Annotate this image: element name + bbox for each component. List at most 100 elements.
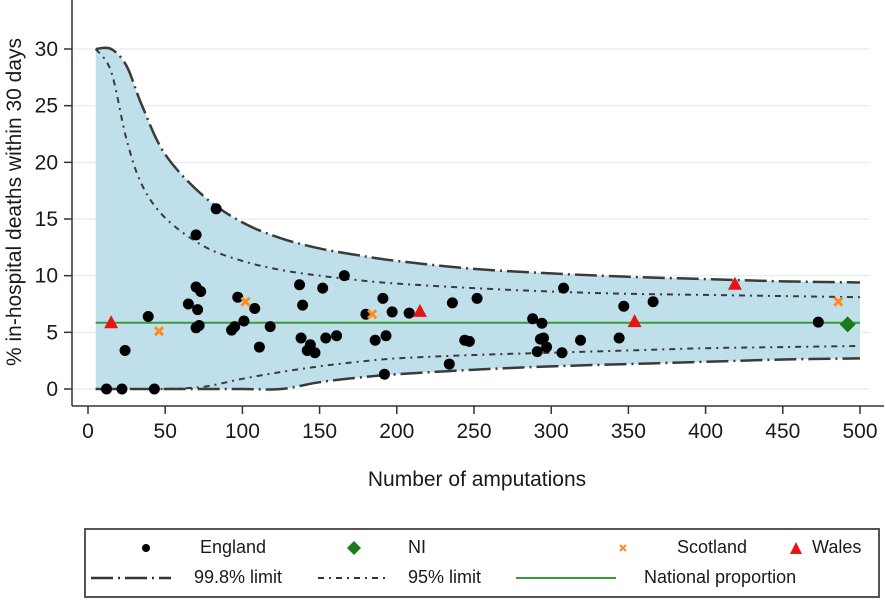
- upper-95-limit-line: [94, 48, 861, 299]
- legend-item-998-limit: 99.8% limit: [90, 567, 282, 588]
- point-england: [320, 332, 332, 344]
- point-england: [101, 383, 113, 395]
- point-england: [556, 347, 568, 359]
- diamond-marker-icon: [314, 538, 394, 558]
- funnel-plot: 0 50 100 150 200 250 300 350 400 450 500 0 5 10 15 20 2…: [3, 0, 884, 491]
- point-england: [295, 332, 307, 344]
- point-england: [249, 303, 261, 315]
- solid-line-icon: [516, 568, 616, 588]
- point-england: [463, 335, 475, 347]
- point-england: [446, 297, 458, 309]
- point-england: [536, 317, 548, 329]
- x-tick-label: 350: [611, 420, 646, 443]
- point-england: [192, 304, 204, 316]
- triangle-marker-icon: [786, 538, 806, 558]
- x-tick-label: 250: [456, 420, 491, 443]
- y-tick-label: 15: [35, 208, 58, 231]
- legend-label: Wales: [812, 537, 862, 557]
- point-england: [575, 334, 587, 346]
- x-tick-label: 50: [154, 420, 177, 443]
- point-england: [377, 292, 389, 304]
- legend-label: National proportion: [644, 567, 797, 587]
- y-tick-label: 20: [35, 151, 58, 174]
- data-points: [101, 203, 856, 395]
- lower-95-limit-line: [95, 344, 861, 391]
- y-tick-label: 30: [35, 38, 58, 61]
- point-england: [338, 270, 350, 282]
- legend-item-national-proportion: National proportion: [516, 567, 796, 588]
- legend-item-95-limit: 95% limit: [314, 567, 481, 588]
- point-england: [317, 282, 329, 294]
- point-scotland: [153, 326, 165, 337]
- point-england: [142, 310, 154, 322]
- upper-998-limit-line: [95, 46, 861, 284]
- x-tick-label: 450: [765, 420, 800, 443]
- x-axis-ticks: 0 50 100 150 200 250 300 350 400 450 500: [82, 406, 878, 443]
- point-england: [195, 286, 207, 298]
- point-england: [182, 298, 194, 310]
- point-england: [378, 368, 390, 380]
- point-wales: [627, 314, 642, 328]
- point-england: [380, 330, 392, 342]
- point-england: [232, 291, 244, 303]
- y-axis-ticks: 0 5 10 15 20 25 30: [35, 38, 72, 401]
- y-tick-label: 0: [46, 378, 58, 401]
- point-england: [531, 346, 543, 358]
- point-england: [537, 332, 549, 344]
- point-england: [613, 332, 625, 344]
- point-england: [238, 315, 250, 327]
- point-england: [119, 344, 131, 356]
- legend-item-england: England: [106, 537, 266, 558]
- point-scotland: [367, 309, 378, 320]
- long-dash-dot-line-icon: [90, 568, 172, 588]
- control-band-fill: [95, 47, 861, 390]
- point-england: [229, 321, 241, 333]
- dash-dot-line-icon: [314, 568, 394, 588]
- point-england: [148, 383, 160, 395]
- point-england: [812, 316, 824, 328]
- legend-item-scotland: Scotland: [583, 537, 747, 558]
- x-tick-label: 150: [302, 420, 337, 443]
- legend-item-wales: Wales: [786, 537, 861, 558]
- x-tick-label: 0: [82, 420, 94, 443]
- point-england: [386, 306, 398, 318]
- point-england: [331, 330, 343, 342]
- control-band: [95, 47, 861, 390]
- point-england: [304, 339, 316, 351]
- point-england: [471, 292, 483, 304]
- point-wales: [727, 276, 742, 290]
- point-england: [190, 229, 202, 241]
- point-england: [558, 282, 570, 294]
- point-england: [264, 321, 276, 333]
- point-england: [647, 296, 659, 308]
- y-axis-title: % in-hospital deaths within 30 days: [3, 38, 26, 366]
- point-england: [116, 383, 128, 395]
- legend-label: Scotland: [677, 537, 748, 557]
- point-england: [527, 313, 539, 325]
- point-england: [210, 203, 222, 215]
- x-marker-icon: [583, 538, 663, 558]
- axes: [71, 0, 884, 407]
- y-tick-label: 10: [35, 265, 58, 288]
- point-england: [297, 299, 309, 311]
- point-england: [253, 341, 265, 353]
- x-tick-label: 400: [688, 420, 723, 443]
- lower-998-limit-line: [95, 357, 861, 391]
- x-axis-title: Number of amputations: [368, 468, 586, 491]
- point-england: [541, 341, 553, 353]
- point-england: [618, 300, 630, 312]
- legend-item-ni: NI: [314, 537, 426, 558]
- point-ni: [839, 316, 856, 333]
- point-wales: [412, 303, 427, 317]
- legend: England NI Scotland Wales 99.8% limit 95…: [84, 528, 880, 598]
- x-tick-label: 200: [379, 420, 414, 443]
- control-limits: [94, 46, 861, 391]
- y-tick-label: 5: [46, 321, 58, 344]
- x-tick-label: 300: [534, 420, 569, 443]
- x-tick-label: 500: [842, 420, 877, 443]
- point-england: [294, 279, 306, 291]
- point-england: [309, 347, 321, 359]
- y-tick-label: 25: [35, 95, 58, 118]
- circle-marker-icon: [106, 538, 186, 558]
- legend-label: England: [200, 537, 267, 557]
